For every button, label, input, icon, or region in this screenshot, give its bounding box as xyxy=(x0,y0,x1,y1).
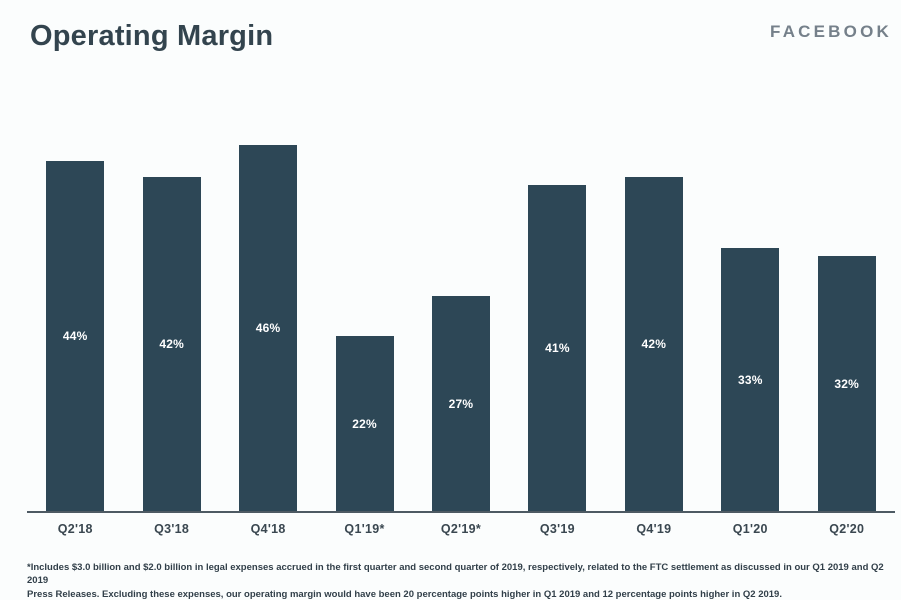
bar-column: 22% xyxy=(316,133,412,511)
x-axis-label: Q4'18 xyxy=(250,522,286,536)
x-axis-label: Q1'20 xyxy=(732,522,768,536)
x-axis-label: Q2'20 xyxy=(829,522,865,536)
bar-Q1'20: 33% xyxy=(721,248,780,511)
bar-column: 42% xyxy=(606,133,702,511)
bar-value-label: 42% xyxy=(159,337,184,351)
bar-column: 42% xyxy=(123,133,219,511)
bar-Q4'18: 46% xyxy=(239,145,298,511)
bar-value-label: 27% xyxy=(448,396,474,411)
x-axis-label: Q4'19 xyxy=(636,522,672,536)
bar-value-label: 33% xyxy=(737,372,763,387)
bar-value-label: 44% xyxy=(62,329,88,343)
footnote-line-1: *Includes $3.0 billion and $2.0 billion … xyxy=(27,562,884,587)
bar-Q3'18: 42% xyxy=(142,177,201,511)
bar-value-label: 46% xyxy=(255,321,281,335)
bar-value-label: 42% xyxy=(641,337,667,351)
bar-Q2'19*: 27% xyxy=(431,296,490,511)
x-axis-label: Q3'19 xyxy=(539,522,575,536)
x-axis-label: Q1'19* xyxy=(344,522,385,536)
bar-column: 44% xyxy=(27,133,123,511)
bar-column: 33% xyxy=(702,133,798,511)
x-axis-label: Q2'19* xyxy=(440,522,482,536)
bar-column: 32% xyxy=(799,133,895,511)
x-axis-labels: Q2'18 Q3'18 Q4'18 Q1'19* Q2'19* Q3'19 Q4'19 Q1'… xyxy=(27,522,895,536)
bar-value-label: 22% xyxy=(352,416,377,431)
bar-column: 27% xyxy=(413,133,509,511)
bar-column: 46% xyxy=(220,133,316,511)
x-axis-label: Q2'18 xyxy=(57,522,93,536)
bar-series: 44% 42% 46% 22% 27% 41% 42% 33% 32% xyxy=(27,133,895,511)
bar-Q3'19: 41% xyxy=(528,185,587,511)
bar-value-label: 41% xyxy=(545,341,570,355)
bar-Q2'20: 32% xyxy=(817,256,876,511)
operating-margin-bar-chart: 44% 42% 46% 22% 27% 41% 42% 33% 32% xyxy=(27,133,895,513)
bar-Q4'19: 42% xyxy=(624,177,683,511)
x-axis-label: Q3'18 xyxy=(154,522,190,536)
bar-value-label: 32% xyxy=(834,376,860,391)
bar-Q1'19*: 22% xyxy=(335,336,394,511)
bar-Q2'18: 44% xyxy=(46,161,105,511)
facebook-wordmark: FACEBOOK xyxy=(770,22,892,41)
footnote: *Includes $3.0 billion and $2.0 billion … xyxy=(27,561,889,600)
page-title: Operating Margin xyxy=(30,20,274,52)
footnote-line-2: Press Releases. Excluding these expenses… xyxy=(27,588,782,600)
bar-column: 41% xyxy=(509,133,605,511)
